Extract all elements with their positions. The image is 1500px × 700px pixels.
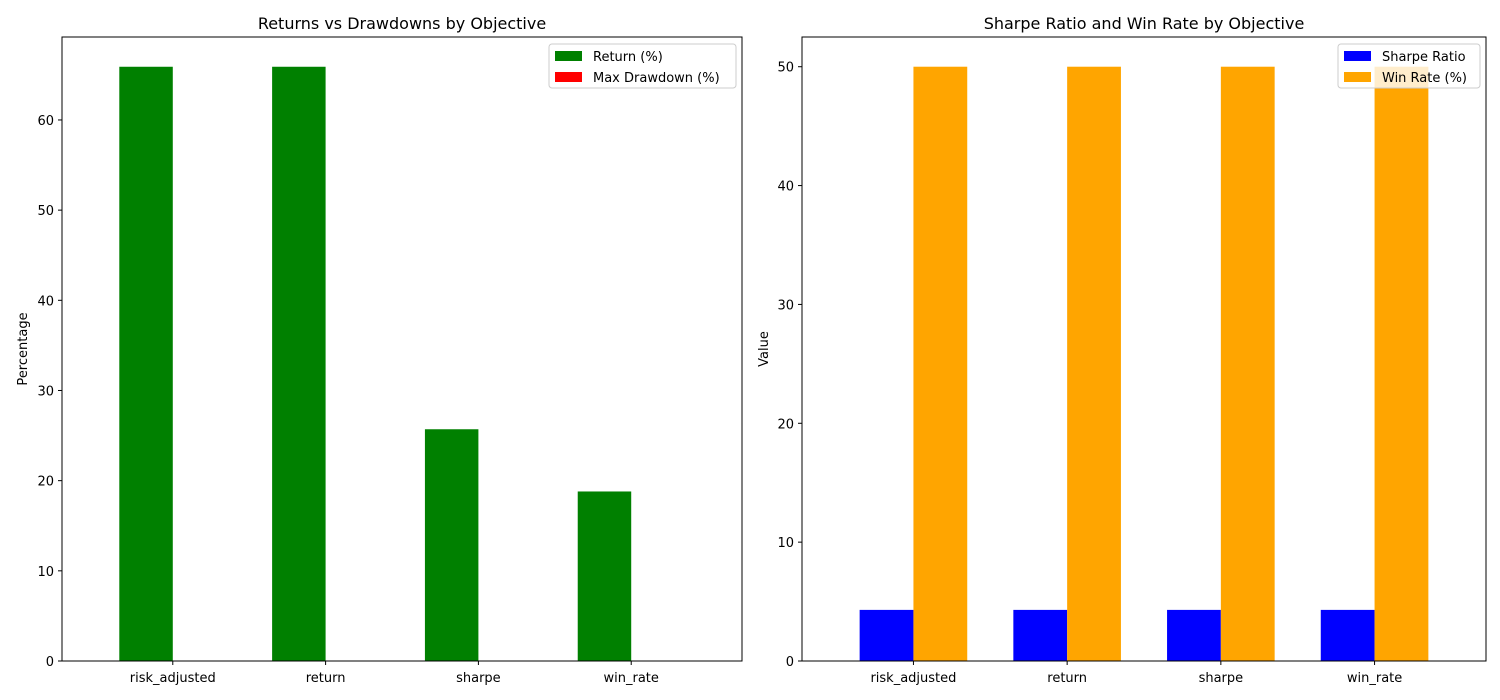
bar-return-s1 <box>272 66 326 662</box>
sharpe-winrate-chart: Sharpe Ratio and Win Rate by Objective V… <box>757 14 1487 686</box>
legend-label: Max Drawdown (%) <box>593 71 720 86</box>
x-tick-label: sharpe <box>1199 671 1244 686</box>
bar-win_rate-s1 <box>577 491 632 661</box>
bar-sharpe-s2 <box>1220 66 1275 661</box>
y-tick-label: 40 <box>37 294 54 309</box>
tick-group: risk_adjusted return sharpe win_rate 0 10 20 30… <box>37 114 658 686</box>
bar-risk_adjusted-s1 <box>859 609 914 661</box>
y-tick-label: 30 <box>777 298 794 313</box>
bar-risk_adjusted-s2 <box>913 66 968 661</box>
bar-sharpe-s1 <box>1167 609 1221 661</box>
legend-label: Win Rate (%) <box>1382 71 1467 86</box>
plot-frame <box>61 36 743 662</box>
y-tick-label: 60 <box>37 114 54 129</box>
y-axis-label: Percentage <box>16 312 31 385</box>
chart-title: Returns vs Drawdowns by Objective <box>258 14 546 33</box>
legend-box <box>548 43 737 89</box>
legend: Return (%) Max Drawdown (%) <box>548 43 737 89</box>
legend-swatch <box>1344 72 1371 82</box>
y-tick-label: 10 <box>777 536 794 551</box>
legend: Sharpe Ratio Win Rate (%) <box>1337 43 1481 89</box>
x-tick-label: sharpe <box>456 671 501 686</box>
returns-drawdowns-chart: Returns vs Drawdowns by Objective Percen… <box>16 14 743 686</box>
x-tick-label: win_rate <box>604 671 659 686</box>
bar-win_rate-s1 <box>1320 609 1375 661</box>
y-tick-label: 20 <box>37 475 54 490</box>
legend-swatch <box>555 51 582 61</box>
x-tick-label: return <box>306 671 346 686</box>
bar-group <box>859 66 1429 661</box>
bar-sharpe-s1 <box>424 429 479 661</box>
bar-return-s1 <box>1013 609 1068 661</box>
y-tick-label: 50 <box>777 61 794 76</box>
bar-return-s2 <box>1067 66 1121 661</box>
x-tick-label: win_rate <box>1347 671 1402 686</box>
y-tick-label: 0 <box>46 655 54 670</box>
y-tick-label: 10 <box>37 565 54 580</box>
y-tick-label: 50 <box>37 204 54 219</box>
plot-frame <box>801 36 1487 662</box>
legend-swatch <box>1344 51 1371 61</box>
legend-box <box>1337 43 1481 89</box>
y-tick-label: 30 <box>37 384 54 399</box>
legend-label: Sharpe Ratio <box>1382 50 1466 65</box>
y-axis-label: Value <box>757 331 772 367</box>
y-tick-label: 40 <box>777 180 794 195</box>
bar-group <box>119 66 632 662</box>
y-tick-label: 0 <box>786 655 794 670</box>
bar-risk_adjusted-s1 <box>119 66 173 662</box>
legend-label: Return (%) <box>593 50 663 65</box>
chart-title: Sharpe Ratio and Win Rate by Objective <box>984 14 1305 33</box>
tick-group: risk_adjusted return sharpe win_rate 0 10 20 30… <box>777 61 1402 686</box>
legend-swatch <box>555 72 582 82</box>
x-tick-label: return <box>1047 671 1087 686</box>
x-tick-label: risk_adjusted <box>130 671 216 686</box>
x-tick-label: risk_adjusted <box>870 671 956 686</box>
bar-win_rate-s2 <box>1374 66 1429 661</box>
y-tick-label: 20 <box>777 417 794 432</box>
